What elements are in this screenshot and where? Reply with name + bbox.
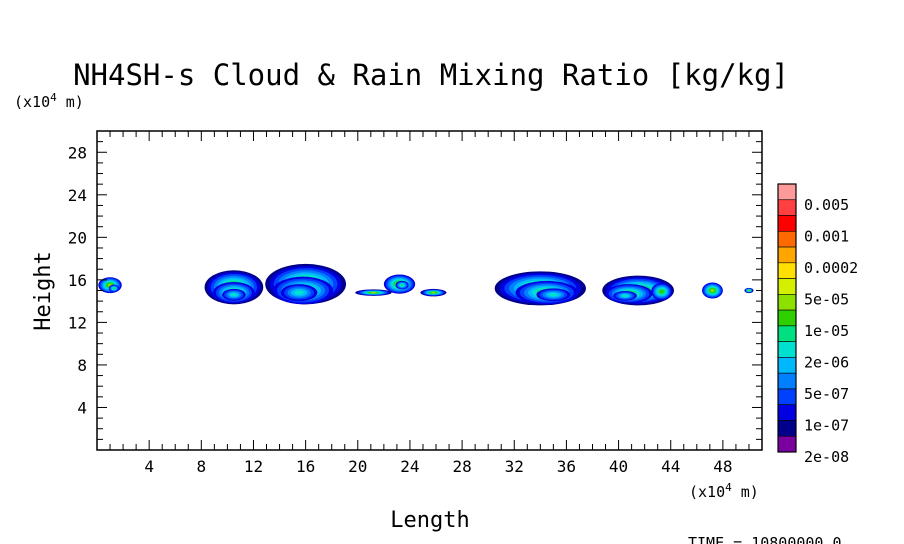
- cloud-cell-7-band-4: [294, 290, 305, 295]
- cloud-cell-18-band-6: [659, 289, 664, 294]
- colorbar-label: 2e-06: [804, 353, 849, 371]
- cloud-cell-14-band-4: [548, 293, 558, 297]
- colorbar-swatch: [777, 294, 797, 311]
- chart-title: NH4SH-s Cloud & Rain Mixing Ratio [kg/kg…: [73, 58, 789, 92]
- y-tick-label: 8: [77, 356, 87, 375]
- colorbar-swatch: [777, 230, 797, 248]
- cloud-cell-9-band-5: [400, 284, 404, 287]
- y-tick-labels: 4 8 12 16 20 24 28: [68, 143, 87, 417]
- colorbar-swatch: [777, 309, 797, 327]
- axis-ticks: [97, 131, 762, 450]
- colorbar-swatch: [777, 435, 797, 453]
- time-label: TIME = 10800000.0: [688, 534, 842, 544]
- colorbar-swatch: [777, 325, 797, 342]
- x-tick-labels: 4 8 12 16 20 24 28 32 36 40 44 48: [144, 457, 732, 476]
- cloud-cell-19-band-7: [710, 289, 715, 292]
- colorbar-label: 1e-05: [804, 322, 849, 340]
- colorbar-label: 0.005: [804, 196, 849, 214]
- cloud-cell-11-band-8: [431, 291, 436, 294]
- x-tick-label: 40: [609, 457, 628, 476]
- colorbar-swatch: [777, 420, 797, 437]
- y-tick-label: 12: [68, 313, 87, 332]
- cloud-cell-4-band-4: [230, 293, 238, 297]
- y-tick-label: 28: [68, 143, 87, 162]
- x-tick-label: 16: [296, 457, 315, 476]
- cloud-cell-17-band-4: [621, 294, 629, 298]
- y-tick-label: 16: [68, 271, 87, 290]
- colorbar: 0.005 0.001 0.0002 5e-05 1e-05 2e-06 5e-07 1e-0…: [777, 183, 858, 466]
- x-tick-label: 8: [196, 457, 206, 476]
- colorbar-swatch: [777, 404, 797, 421]
- y-axis-unit: (x104 m): [14, 91, 84, 111]
- x-tick-label: 4: [144, 457, 154, 476]
- cloud-field: [98, 263, 754, 306]
- colorbar-swatch: [777, 183, 797, 201]
- colorbar-label: 0.0002: [804, 259, 858, 277]
- x-axis-label: Length: [390, 508, 469, 533]
- colorbar-label: 0.001: [804, 227, 849, 245]
- colorbar-swatch: [777, 199, 797, 216]
- x-tick-label: 12: [244, 457, 263, 476]
- y-tick-label: 20: [68, 228, 87, 247]
- x-tick-label: 20: [348, 457, 367, 476]
- colorbar-label: 5e-05: [804, 290, 849, 308]
- y-tick-label: 4: [77, 398, 87, 417]
- y-axis-label: Height: [31, 251, 56, 330]
- colorbar-swatch: [777, 246, 797, 264]
- colorbar-label: 1e-07: [804, 416, 849, 434]
- colorbar-swatch: [777, 262, 797, 279]
- x-tick-label: 28: [452, 457, 471, 476]
- colorbar-swatch: [777, 357, 797, 374]
- colorbar-swatch: [777, 341, 797, 358]
- x-axis-unit: (x104 m): [689, 481, 759, 501]
- colorbar-swatch: [777, 388, 797, 406]
- colorbar-label: 2e-08: [804, 448, 849, 466]
- x-tick-label: 36: [557, 457, 576, 476]
- x-tick-label: 48: [713, 457, 732, 476]
- x-tick-label: 32: [505, 457, 524, 476]
- colorbar-label: 5e-07: [804, 385, 849, 403]
- y-tick-label: 24: [68, 186, 87, 205]
- colorbar-swatch: [777, 372, 797, 390]
- cloud-cell-20-band-8: [748, 289, 750, 292]
- x-tick-label: 44: [661, 457, 680, 476]
- x-tick-label: 24: [400, 457, 419, 476]
- cloud-cell-1-band-5: [112, 287, 116, 290]
- colorbar-frame: [777, 183, 797, 453]
- colorbar-swatch: [777, 278, 797, 295]
- colorbar-swatch: [777, 215, 797, 232]
- cloud-cell-10-band-8: [370, 291, 377, 294]
